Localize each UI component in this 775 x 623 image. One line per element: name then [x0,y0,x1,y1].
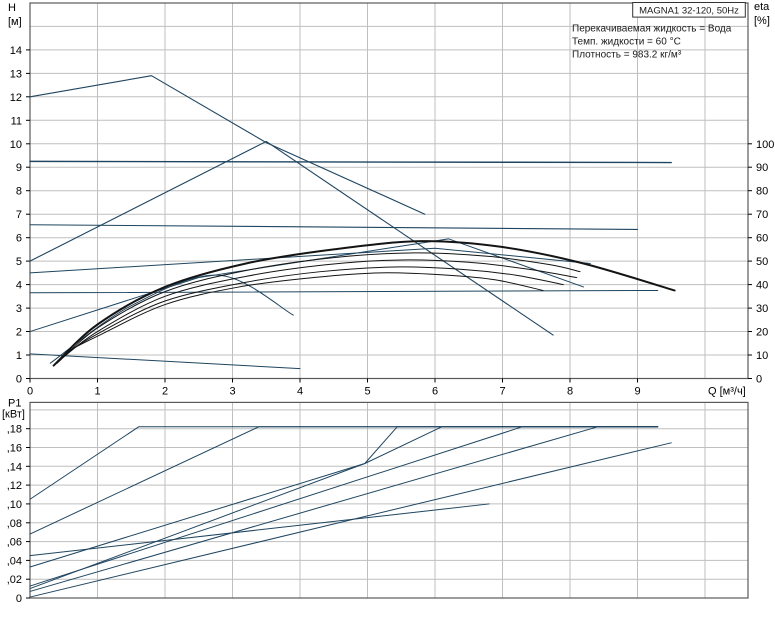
svg-text:8: 8 [567,386,573,398]
svg-text:8: 8 [16,186,22,198]
svg-text:100: 100 [756,139,774,151]
svg-text:70: 70 [756,209,768,221]
svg-text:0: 0 [16,593,22,605]
svg-text:4: 4 [16,280,22,292]
svg-text:9: 9 [634,386,640,398]
svg-text:1: 1 [16,350,22,362]
svg-text:5: 5 [16,256,22,268]
svg-text:13: 13 [10,68,22,80]
svg-text:P1: P1 [8,397,21,409]
svg-text:1: 1 [94,386,100,398]
svg-text:Q [м³/ч]: Q [м³/ч] [708,386,746,398]
svg-text:80: 80 [756,186,768,198]
svg-text:5: 5 [364,386,370,398]
svg-text:3: 3 [16,303,22,315]
svg-text:4: 4 [297,386,303,398]
svg-text:,12: ,12 [7,480,22,492]
svg-text:H: H [8,2,16,14]
svg-text:40: 40 [756,280,768,292]
svg-text:0: 0 [27,386,33,398]
svg-text:12: 12 [10,92,22,104]
svg-text:14: 14 [10,45,22,57]
svg-text:20: 20 [756,327,768,339]
svg-text:10: 10 [756,350,768,362]
svg-text:,14: ,14 [7,461,22,473]
svg-text:Темп. жидкости = 60 °C: Темп. жидкости = 60 °C [572,37,681,48]
svg-text:,10: ,10 [7,499,22,511]
svg-text:50: 50 [756,256,768,268]
svg-text:,04: ,04 [7,555,22,567]
svg-text:2: 2 [162,386,168,398]
svg-text:,18: ,18 [7,424,22,436]
svg-text:eta: eta [754,1,770,13]
svg-text:,16: ,16 [7,443,22,455]
svg-text:0: 0 [756,374,762,386]
svg-text:9: 9 [16,162,22,174]
svg-text:60: 60 [756,233,768,245]
svg-text:0: 0 [16,374,22,386]
svg-text:7: 7 [16,209,22,221]
svg-text:3: 3 [229,386,235,398]
svg-text:7: 7 [499,386,505,398]
svg-text:[м]: [м] [8,16,22,28]
svg-text:10: 10 [10,139,22,151]
svg-text:6: 6 [432,386,438,398]
svg-text:Плотность = 983.2 кг/м³: Плотность = 983.2 кг/м³ [572,50,682,61]
svg-text:[%]: [%] [754,15,770,27]
svg-text:2: 2 [16,327,22,339]
svg-text:11: 11 [11,115,22,127]
svg-text:,02: ,02 [7,574,22,586]
svg-text:,08: ,08 [7,518,22,530]
svg-text:30: 30 [756,303,768,315]
svg-text:MAGNA1 32-120, 50Hz: MAGNA1 32-120, 50Hz [639,6,739,17]
svg-text:[кВт]: [кВт] [2,409,25,421]
svg-text:,06: ,06 [7,537,22,549]
svg-text:90: 90 [756,162,768,174]
svg-text:6: 6 [16,233,22,245]
svg-text:Перекачиваемая жидкость = Вода: Перекачиваемая жидкость = Вода [572,23,732,34]
